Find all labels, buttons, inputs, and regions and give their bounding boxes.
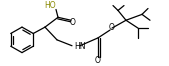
- Text: HO: HO: [44, 1, 56, 10]
- Text: HN: HN: [74, 42, 86, 51]
- Text: O: O: [109, 23, 115, 32]
- Text: O: O: [70, 18, 76, 27]
- Text: O: O: [95, 56, 101, 65]
